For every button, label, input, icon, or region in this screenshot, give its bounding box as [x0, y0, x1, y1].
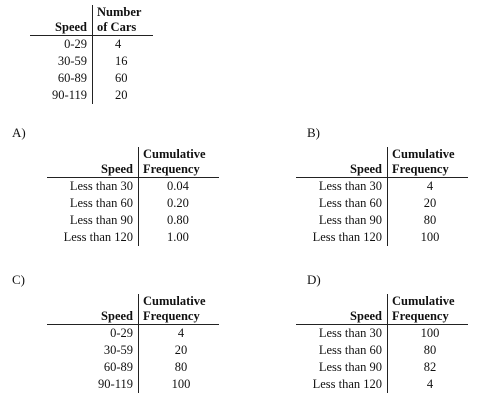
original-cell-count: 60 [115, 71, 128, 85]
table-row: Less than 30 100 [296, 324, 468, 342]
option-c-table: Speed Cumulative Frequency 0-29 4 30-59 20 … [47, 294, 219, 393]
option-d-header-speed: Speed [296, 294, 388, 325]
table-row: Less than 30 0.04 [47, 177, 219, 195]
option-d-table: Speed Cumulative Frequency Less than 30 10… [296, 294, 468, 393]
original-cell-speed: 30-59 [30, 53, 93, 70]
table-row: Less than 30 4 [296, 177, 468, 195]
option-a-cell-speed: Less than 90 [47, 212, 139, 229]
option-d-cell-speed: Less than 30 [296, 324, 388, 342]
option-b-cell-value: 4 [426, 179, 434, 193]
table-row: 90-119 100 [47, 376, 219, 393]
option-d-label: D) [307, 272, 321, 287]
option-d-cell-speed: Less than 120 [296, 376, 388, 393]
table-row: 60-89 80 [47, 359, 219, 376]
option-c-header-line2: Frequency [143, 308, 200, 323]
option-a-cell-value: 0.04 [167, 179, 189, 193]
option-a-header-line2: Frequency [143, 161, 200, 176]
option-d-cell-value: 100 [420, 326, 440, 340]
original-cell-count: 4 [115, 37, 122, 51]
table-row: 90-119 20 [30, 87, 153, 104]
table-row: Less than 120 100 [296, 229, 468, 246]
table-row: Less than 60 0.20 [47, 195, 219, 212]
option-b-table-block: Speed Cumulative Frequency Less than 30 4 … [296, 147, 468, 246]
original-cell-speed: 90-119 [30, 87, 93, 104]
option-b-header-line1: Cumulative [392, 147, 455, 161]
table-row: Less than 90 82 [296, 359, 468, 376]
option-a-header-speed: Speed [47, 147, 139, 178]
option-a-table-block: Speed Cumulative Frequency Less than 30 0.… [47, 147, 219, 246]
option-b-header-speed: Speed [296, 147, 388, 178]
option-b-cell-value: 100 [420, 230, 440, 244]
option-b-cell-value: 80 [423, 213, 437, 227]
option-b-cell-speed: Less than 90 [296, 212, 388, 229]
option-b-label: B) [307, 125, 320, 140]
option-c-cell-value: 4 [177, 326, 185, 340]
option-c-cell-speed: 30-59 [47, 342, 139, 359]
option-c-cell-value: 80 [174, 360, 188, 374]
option-c-header-speed: Speed [47, 294, 139, 325]
option-b-cell-speed: Less than 30 [296, 177, 388, 195]
option-c-label: C) [12, 272, 25, 287]
option-d-cell-speed: Less than 90 [296, 359, 388, 376]
option-d-header-line1: Cumulative [392, 294, 455, 308]
option-c-table-block: Speed Cumulative Frequency 0-29 4 30-59 20 … [47, 294, 219, 393]
option-c-cell-speed: 60-89 [47, 359, 139, 376]
option-b-cell-speed: Less than 120 [296, 229, 388, 246]
option-c-cell-speed: 90-119 [47, 376, 139, 393]
table-row: Less than 60 80 [296, 342, 468, 359]
option-d-header-cumulative: Cumulative Frequency [387, 294, 468, 325]
option-d-cell-speed: Less than 60 [296, 342, 388, 359]
table-row: Less than 90 0.80 [47, 212, 219, 229]
option-b-header-line2: Frequency [392, 161, 449, 176]
table-row: 0-29 4 [47, 324, 219, 342]
original-header-count-line2: of Cars [97, 19, 137, 34]
option-c-cell-value: 20 [174, 343, 188, 357]
option-d-cell-value: 82 [423, 360, 437, 374]
table-row: 0-29 4 [30, 35, 153, 53]
option-c-cell-speed: 0-29 [47, 324, 139, 342]
option-c-header-cumulative: Cumulative Frequency [138, 294, 219, 325]
original-table-block: Speed Number of Cars 0-29 4 30-59 16 60-89 6… [30, 5, 153, 104]
option-a-cell-value: 1.00 [167, 230, 189, 244]
option-a-table: Speed Cumulative Frequency Less than 30 0.… [47, 147, 219, 246]
original-table: Speed Number of Cars 0-29 4 30-59 16 60-89 6… [30, 5, 153, 104]
option-d-table-block: Speed Cumulative Frequency Less than 30 10… [296, 294, 468, 393]
option-d-cell-value: 4 [426, 377, 434, 391]
original-header-speed: Speed [30, 5, 93, 36]
original-cell-speed: 60-89 [30, 70, 93, 87]
option-d-cell-value: 80 [423, 343, 437, 357]
option-a-cell-speed: Less than 30 [47, 177, 139, 195]
option-a-cell-speed: Less than 60 [47, 195, 139, 212]
table-row: Less than 120 4 [296, 376, 468, 393]
table-row: Less than 60 20 [296, 195, 468, 212]
option-b-cell-value: 20 [423, 196, 437, 210]
original-cell-count: 16 [115, 54, 128, 68]
table-row: 30-59 20 [47, 342, 219, 359]
original-cell-speed: 0-29 [30, 35, 93, 53]
option-a-cell-value: 0.20 [167, 196, 189, 210]
option-a-label: A) [12, 125, 26, 140]
option-c-header-line1: Cumulative [143, 294, 206, 308]
option-c-cell-value: 100 [171, 377, 191, 391]
table-row: Less than 90 80 [296, 212, 468, 229]
original-cell-count: 20 [115, 88, 128, 102]
table-row: Less than 120 1.00 [47, 229, 219, 246]
option-d-header-line2: Frequency [392, 308, 449, 323]
original-header-count-line1: Number [97, 5, 142, 19]
option-b-table: Speed Cumulative Frequency Less than 30 4 … [296, 147, 468, 246]
option-b-header-cumulative: Cumulative Frequency [387, 147, 468, 178]
option-a-cell-value: 0.80 [167, 213, 189, 227]
option-a-cell-speed: Less than 120 [47, 229, 139, 246]
option-a-header-cumulative: Cumulative Frequency [138, 147, 219, 178]
table-row: 60-89 60 [30, 70, 153, 87]
table-row: 30-59 16 [30, 53, 153, 70]
option-b-cell-speed: Less than 60 [296, 195, 388, 212]
option-a-header-line1: Cumulative [143, 147, 206, 161]
original-header-count: Number of Cars [92, 5, 153, 36]
